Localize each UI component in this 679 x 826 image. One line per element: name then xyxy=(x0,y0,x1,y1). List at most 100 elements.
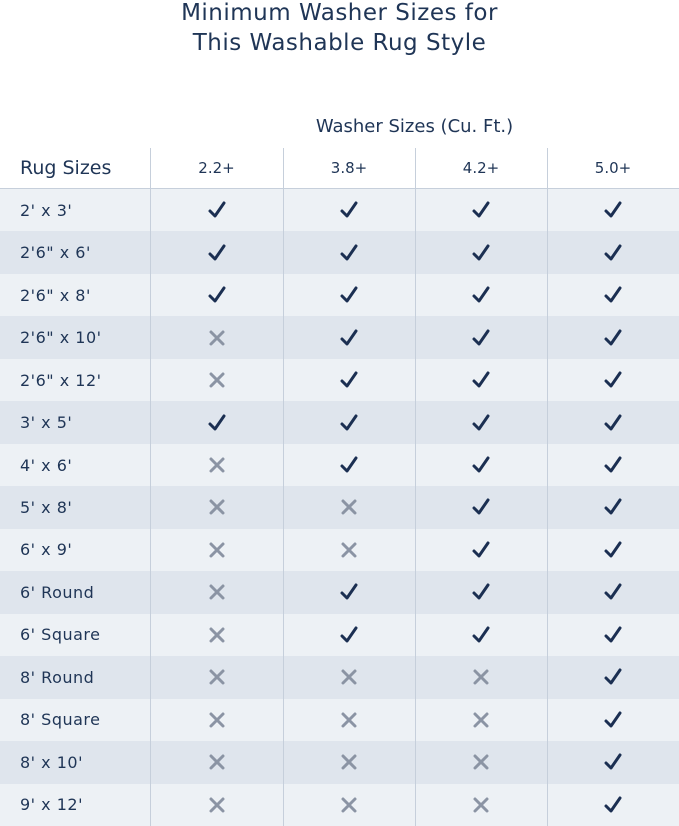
cross-icon xyxy=(150,529,283,571)
row-background xyxy=(0,443,679,487)
check-icon xyxy=(547,699,679,741)
check-icon xyxy=(415,486,547,528)
cross-icon xyxy=(150,316,283,358)
check-icon xyxy=(415,316,547,358)
check-icon xyxy=(547,359,679,401)
check-icon xyxy=(415,274,547,316)
row-background xyxy=(0,486,679,529)
row-header: Rug Sizes xyxy=(20,157,112,179)
title: This Washable Rug Style xyxy=(192,30,487,56)
check-icon xyxy=(547,231,679,273)
check-icon xyxy=(547,486,679,528)
rug-size: 6' x 9' xyxy=(20,540,73,560)
check-icon xyxy=(415,444,547,486)
cross-icon xyxy=(283,741,415,783)
check-icon xyxy=(150,274,283,316)
rug-size: 2'6" x 12' xyxy=(20,370,102,390)
cross-icon xyxy=(150,444,283,486)
rug-size: 3' x 5' xyxy=(20,413,73,433)
cross-icon xyxy=(150,571,283,613)
row-background xyxy=(0,528,679,572)
row-background xyxy=(0,698,679,742)
cross-icon xyxy=(150,486,283,528)
row-background xyxy=(0,571,679,614)
check-icon xyxy=(547,529,679,571)
row-background xyxy=(0,401,679,444)
row-background xyxy=(0,741,679,784)
check-icon xyxy=(547,614,679,656)
rug-size: 8' Square xyxy=(20,710,101,730)
rug-size: 6' Square xyxy=(20,625,101,645)
column-divider xyxy=(415,148,416,826)
check-icon xyxy=(547,444,679,486)
check-icon xyxy=(547,741,679,783)
check-icon xyxy=(415,571,547,613)
cross-icon xyxy=(150,784,283,826)
row-background xyxy=(0,316,679,359)
cross-icon xyxy=(283,529,415,571)
rug-size: 2' x 3' xyxy=(20,200,73,220)
check-icon xyxy=(283,189,415,231)
cross-icon xyxy=(150,656,283,698)
cross-icon xyxy=(283,656,415,698)
check-icon xyxy=(283,274,415,316)
row-background xyxy=(0,783,679,826)
check-icon xyxy=(415,231,547,273)
check-icon xyxy=(283,231,415,273)
cross-icon xyxy=(415,741,547,783)
row-background xyxy=(0,656,679,699)
cross-icon xyxy=(283,486,415,528)
check-icon xyxy=(547,401,679,443)
row-background xyxy=(0,189,679,232)
check-icon xyxy=(415,359,547,401)
rug-size: 8' x 10' xyxy=(20,752,83,772)
cross-icon xyxy=(150,699,283,741)
check-icon xyxy=(283,316,415,358)
check-icon xyxy=(150,231,283,273)
check-icon xyxy=(415,614,547,656)
rug-size: 9' x 12' xyxy=(20,795,83,815)
check-icon xyxy=(547,571,679,613)
rug-size: 2'6" x 6' xyxy=(20,243,91,263)
group-header: Washer Sizes (Cu. Ft.) xyxy=(315,116,514,137)
row-background xyxy=(0,358,679,402)
check-icon xyxy=(415,189,547,231)
column-header: 2.2+ xyxy=(198,159,235,177)
cross-icon xyxy=(150,359,283,401)
check-icon xyxy=(283,571,415,613)
cross-icon xyxy=(415,784,547,826)
row-background xyxy=(0,613,679,657)
cross-icon xyxy=(283,784,415,826)
cross-icon xyxy=(415,699,547,741)
column-header: 5.0+ xyxy=(594,159,632,177)
column-header: 4.2+ xyxy=(462,159,500,177)
check-icon xyxy=(415,401,547,443)
rug-size: 5' x 8' xyxy=(20,497,73,517)
rug-size: 2'6" x 10' xyxy=(20,328,102,348)
check-icon xyxy=(415,529,547,571)
check-icon xyxy=(150,189,283,231)
column-divider xyxy=(283,148,284,826)
row-background xyxy=(0,273,679,317)
column-divider xyxy=(150,148,151,826)
cross-icon xyxy=(283,699,415,741)
column-divider xyxy=(547,148,548,826)
check-icon xyxy=(547,189,679,231)
rug-size: 6' Round xyxy=(20,582,95,602)
rug-size: 4' x 6' xyxy=(20,455,73,475)
column-header: 3.8+ xyxy=(330,159,368,177)
check-icon xyxy=(547,656,679,698)
check-icon xyxy=(547,274,679,316)
check-icon xyxy=(150,401,283,443)
header-line xyxy=(0,188,679,189)
rug-size: 8' Round xyxy=(20,667,95,687)
cross-icon xyxy=(150,741,283,783)
check-icon xyxy=(283,401,415,443)
row-background xyxy=(0,231,679,274)
cross-icon xyxy=(150,614,283,656)
title: Minimum Washer Sizes for xyxy=(181,0,498,26)
rug-size: 2'6" x 8' xyxy=(20,285,91,305)
check-icon xyxy=(283,359,415,401)
cross-icon xyxy=(415,656,547,698)
